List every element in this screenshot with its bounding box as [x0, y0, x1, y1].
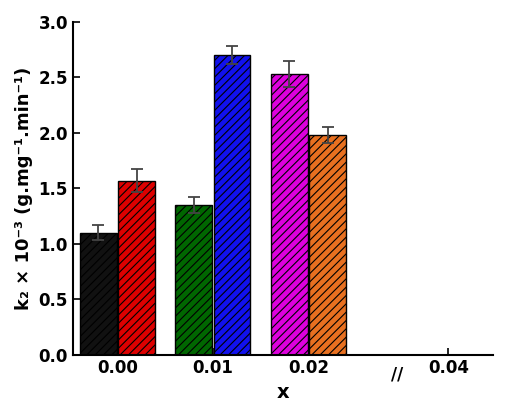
Y-axis label: k₂ × 10⁻³ (g.mg⁻¹.min⁻¹): k₂ × 10⁻³ (g.mg⁻¹.min⁻¹): [15, 67, 33, 310]
Bar: [213, 55, 250, 354]
Bar: [80, 233, 117, 354]
Bar: [271, 74, 308, 354]
Bar: [175, 205, 212, 354]
Text: //: //: [391, 366, 404, 384]
Bar: [309, 135, 346, 354]
Bar: [118, 181, 155, 354]
X-axis label: x: x: [277, 383, 289, 402]
